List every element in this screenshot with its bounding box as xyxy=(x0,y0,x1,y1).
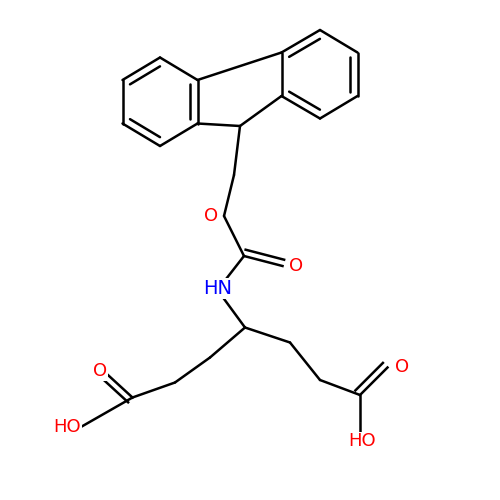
Text: HN: HN xyxy=(203,279,232,298)
Text: HO: HO xyxy=(348,432,376,450)
Text: O: O xyxy=(93,362,107,380)
Text: HO: HO xyxy=(54,418,82,436)
Text: O: O xyxy=(396,358,409,376)
Text: O: O xyxy=(290,257,304,275)
Text: O: O xyxy=(204,207,218,225)
